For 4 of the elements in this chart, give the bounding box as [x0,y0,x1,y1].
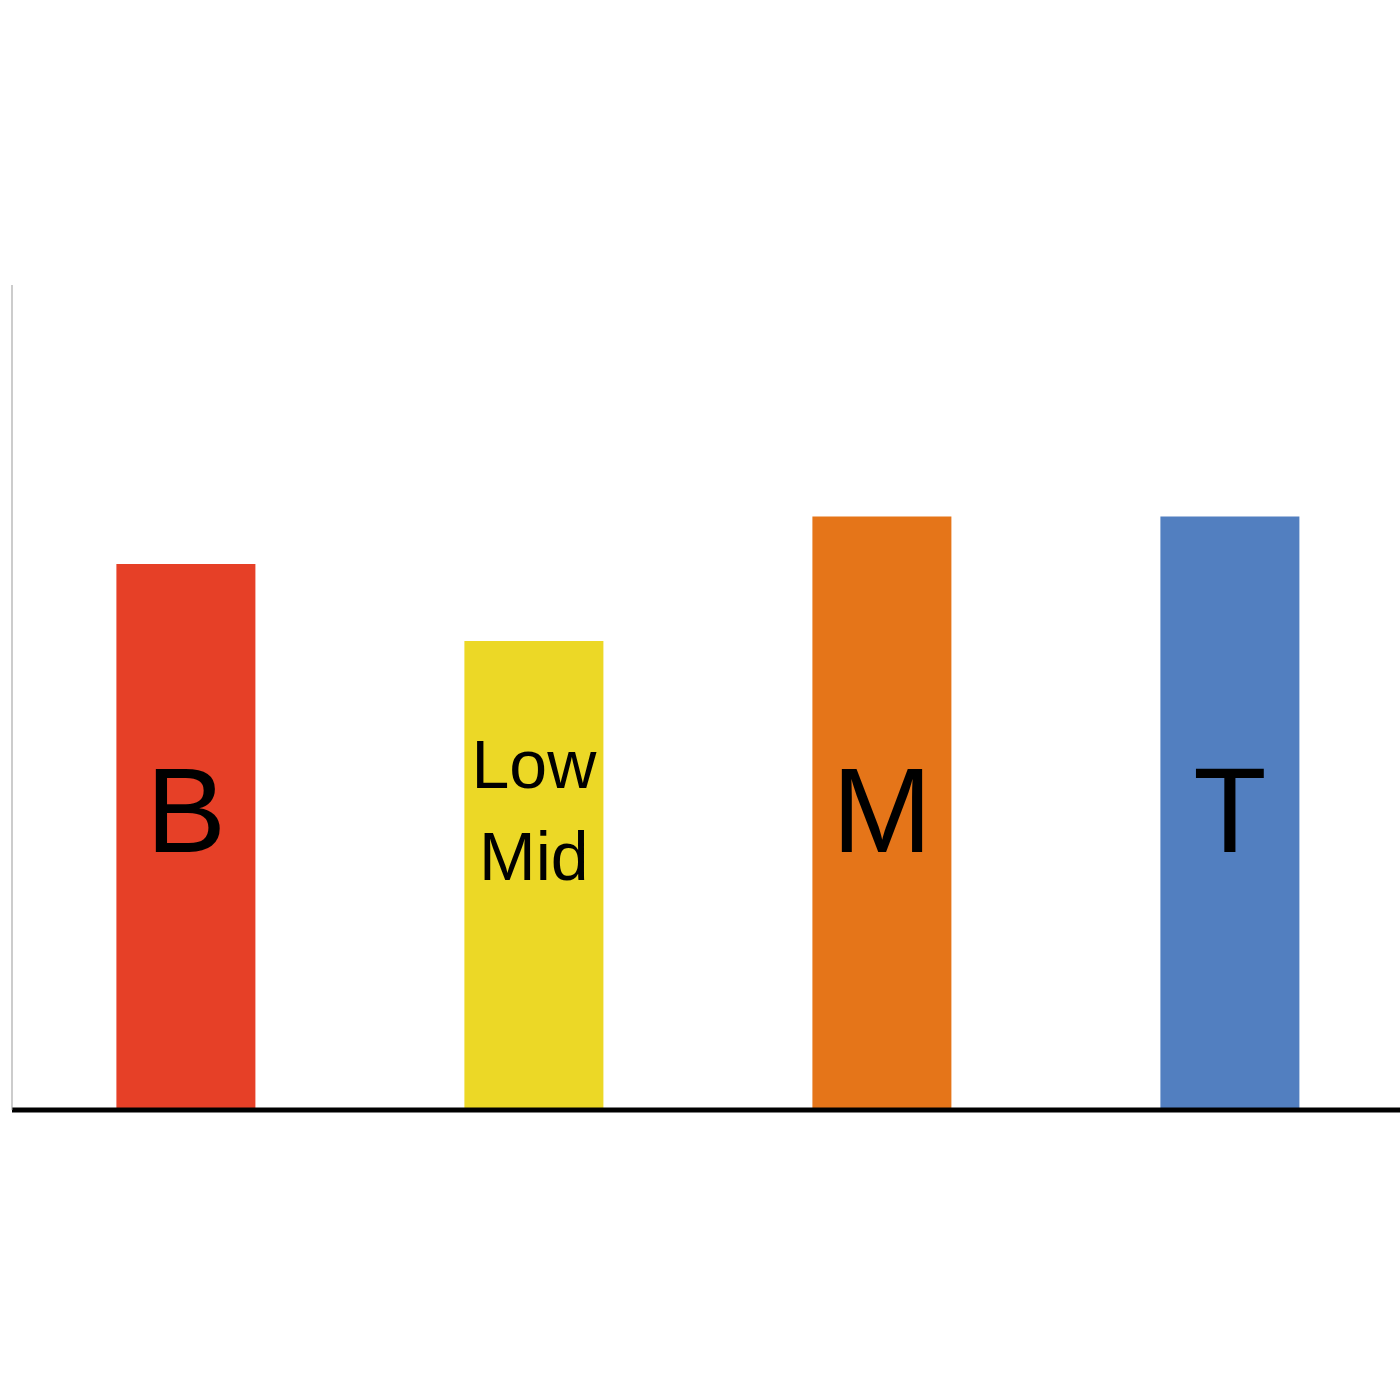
x-tick-label: Low Mid [471,725,598,894]
x-tick-label: T [1193,743,1267,877]
x-tick-label: M [831,743,932,877]
x-tick-label: B [145,743,226,877]
